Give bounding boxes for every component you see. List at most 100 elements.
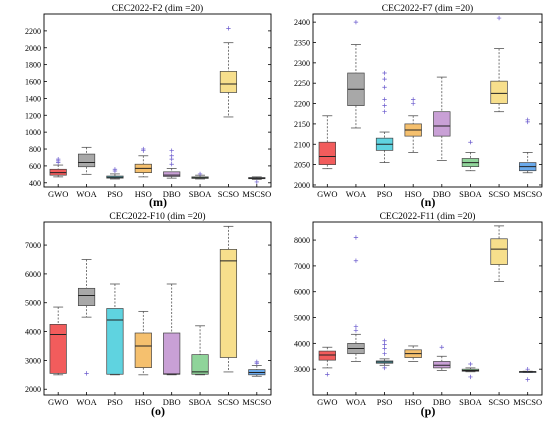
outlier-point — [382, 346, 387, 351]
outlier-point — [525, 117, 530, 123]
box-dbo — [163, 148, 181, 179]
box-iqr — [163, 171, 181, 177]
outlier-point — [410, 101, 416, 106]
panel-2: CEC2022-F7 (dim =20) 2000 2050 2100 2150 2200… — [294, 3, 543, 209]
x-tick-label: SBOA — [459, 397, 483, 407]
y-tick-label: 2300 — [294, 59, 310, 68]
outlier-point — [353, 235, 359, 240]
outlier-point — [382, 85, 387, 90]
x-tick-label: GWO — [48, 397, 68, 407]
box-iqr — [433, 111, 451, 137]
y-tick-label: 5000 — [294, 314, 310, 323]
box-hso — [404, 345, 422, 362]
outlier-point — [468, 361, 473, 367]
plot-frame — [43, 13, 272, 188]
box-pso — [375, 338, 394, 371]
y-tick-label: 5000 — [25, 299, 41, 308]
panel-tag: (o) — [151, 404, 165, 418]
x-tick-label: PSO — [107, 189, 123, 199]
box-hso — [404, 97, 422, 153]
y-tick-label: 1600 — [25, 78, 41, 87]
x-tick-label: MSCSO — [242, 397, 271, 407]
y-tick-label: 2150 — [294, 120, 310, 129]
outlier-point — [169, 153, 174, 158]
y-tick-label: 2100 — [294, 140, 310, 149]
x-tick-label: SCSO — [218, 189, 239, 199]
x-tick-label: HSO — [135, 397, 152, 407]
y-tick-label: 600 — [29, 162, 41, 171]
box-iqr — [318, 350, 336, 361]
x-tick-label: SCSO — [218, 397, 239, 407]
box-iqr — [318, 141, 336, 165]
box-iqr — [219, 249, 238, 358]
x-tick-label: WOA — [346, 397, 367, 407]
box-iqr — [77, 287, 96, 306]
y-tick-label: 1200 — [25, 111, 41, 120]
x-tick-label: GWO — [317, 189, 337, 199]
x-tick-label: SCSO — [488, 397, 509, 407]
outlier-point — [382, 103, 387, 108]
outlier-point — [169, 162, 174, 167]
outlier-point — [525, 377, 530, 382]
outlier-point — [197, 171, 203, 177]
outlier-point — [382, 70, 387, 76]
outlier-point — [254, 179, 260, 185]
box-sboa — [461, 140, 480, 172]
panel-3: CEC2022-F10 (dim =20) 2000 3000 4000 5000 600… — [25, 211, 272, 418]
outlier-point — [382, 97, 387, 102]
box-mscso — [519, 117, 537, 174]
outlier-point — [382, 342, 387, 347]
box-iqr — [490, 80, 508, 104]
x-tick-label: HSO — [405, 397, 422, 407]
y-tick-label: 1000 — [25, 128, 41, 137]
outlier-point — [382, 365, 387, 371]
x-tick-label: SBOA — [189, 397, 213, 407]
box-sboa — [461, 361, 480, 380]
y-tick-label: 8000 — [294, 236, 310, 245]
x-tick-label: HSO — [135, 189, 152, 199]
outlier-point — [55, 156, 61, 162]
outlier-point — [353, 324, 359, 329]
y-tick-label: 3000 — [25, 356, 41, 365]
panel-title: CEC2022-F2 (dim =20) — [112, 3, 203, 14]
y-tick-label: 4000 — [25, 328, 41, 337]
outlier-point — [112, 167, 118, 172]
x-tick-label: WOA — [76, 189, 97, 199]
box-iqr — [219, 71, 238, 93]
box-pso — [106, 283, 124, 376]
outlier-point — [141, 146, 146, 152]
outlier-point — [382, 76, 387, 82]
panel-1: CEC2022-F2 (dim =20) 400 600 800 1000 1200 140… — [25, 3, 272, 209]
box-woa — [77, 146, 96, 175]
panel-tag: (p) — [421, 404, 436, 418]
x-tick-label: DBO — [433, 397, 451, 407]
box-scso — [219, 225, 238, 373]
y-tick-label: 400 — [29, 179, 41, 188]
box-hso — [134, 146, 152, 178]
x-tick-label: MSCSO — [513, 189, 542, 199]
box-iqr — [191, 354, 209, 375]
y-tick-label: 7000 — [294, 262, 310, 271]
outlier-point — [254, 359, 260, 365]
x-tick-label: GWO — [48, 189, 68, 199]
box-gwo — [318, 115, 336, 170]
x-tick-label: MSCSO — [513, 397, 542, 407]
panel-tag: (n) — [421, 195, 436, 209]
box-mscso — [248, 359, 266, 377]
x-tick-label: DBO — [433, 189, 451, 199]
x-tick-label: HSO — [405, 189, 422, 199]
x-tick-label: PSO — [107, 397, 123, 407]
y-tick-label: 2350 — [294, 38, 310, 47]
box-woa — [347, 19, 365, 129]
y-tick-label: 4000 — [294, 339, 310, 348]
box-dbo — [433, 345, 451, 371]
box-sboa — [191, 325, 209, 376]
box-iqr — [106, 308, 124, 375]
box-iqr — [49, 324, 67, 374]
outlier-point — [226, 26, 231, 31]
box-gwo — [49, 306, 67, 376]
x-tick-label: SBOA — [189, 189, 213, 199]
box-hso — [134, 310, 152, 376]
outlier-point — [325, 372, 330, 377]
